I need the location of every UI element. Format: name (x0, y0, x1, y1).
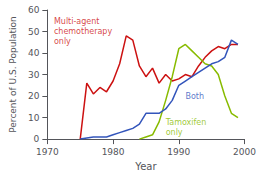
svg-text:chemotherapy: chemotherapy (54, 27, 112, 36)
svg-text:Both: Both (185, 92, 204, 101)
svg-text:Tamoxifen: Tamoxifen (165, 118, 207, 127)
svg-text:Year: Year (134, 161, 157, 172)
svg-text:2000: 2000 (233, 147, 256, 157)
svg-text:40: 40 (28, 48, 40, 58)
svg-text:60: 60 (28, 5, 40, 15)
svg-text:50: 50 (28, 27, 40, 37)
svg-text:Percent of U.S. Population: Percent of U.S. Population (8, 16, 18, 132)
svg-text:20: 20 (28, 91, 40, 101)
svg-text:only: only (166, 128, 183, 137)
svg-text:10: 10 (28, 113, 40, 123)
svg-text:Multi-agent: Multi-agent (54, 17, 100, 26)
svg-text:30: 30 (28, 70, 40, 80)
svg-text:only: only (54, 37, 71, 46)
svg-text:1990: 1990 (167, 147, 190, 157)
svg-text:1980: 1980 (102, 147, 125, 157)
svg-text:1970: 1970 (36, 147, 59, 157)
svg-text:0: 0 (34, 134, 40, 144)
